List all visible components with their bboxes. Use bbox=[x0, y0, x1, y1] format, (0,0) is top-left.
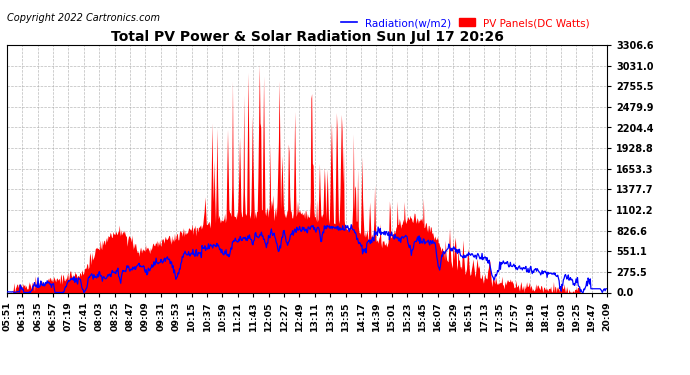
Legend: Radiation(w/m2), PV Panels(DC Watts): Radiation(w/m2), PV Panels(DC Watts) bbox=[341, 18, 590, 28]
Title: Total PV Power & Solar Radiation Sun Jul 17 20:26: Total PV Power & Solar Radiation Sun Jul… bbox=[110, 30, 504, 44]
Text: Copyright 2022 Cartronics.com: Copyright 2022 Cartronics.com bbox=[7, 13, 160, 23]
